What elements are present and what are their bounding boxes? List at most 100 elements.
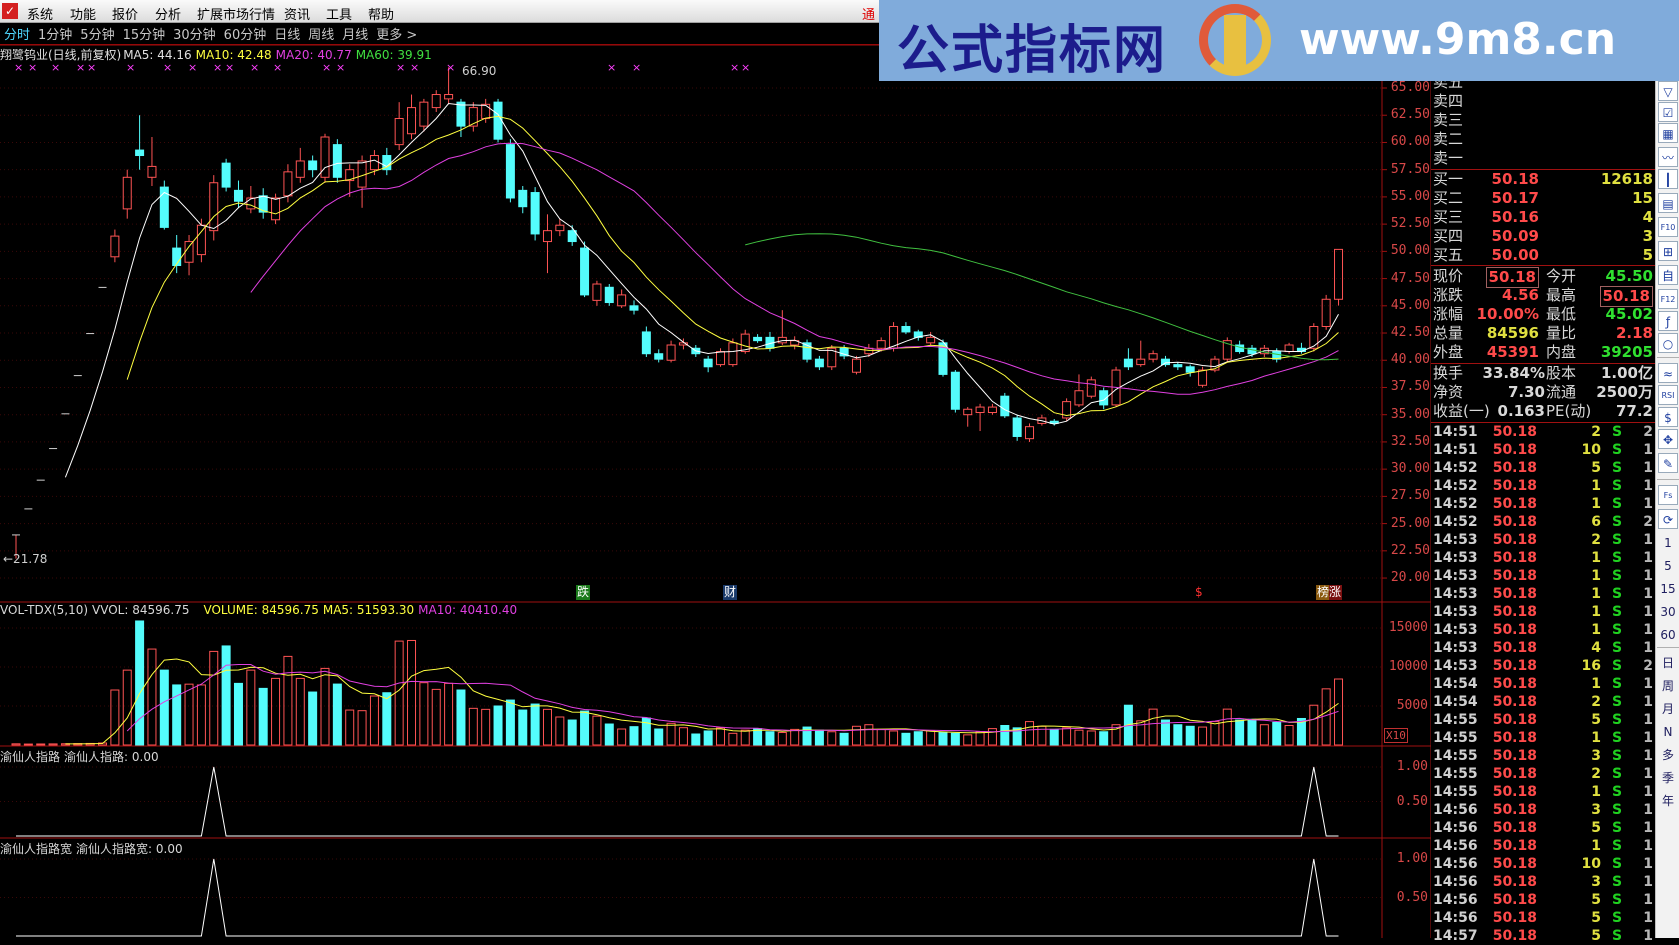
trade-row: 14:53 50.18 1 S 1 <box>1431 603 1655 621</box>
candle <box>184 235 194 276</box>
ask-row: 卖一 <box>1431 149 1655 168</box>
volume-indicator-name: VOL-TDX(5,10) <box>0 603 89 617</box>
price-tick-label: 22.50 <box>1390 542 1430 558</box>
toolbar-period-button[interactable]: 60 <box>1660 628 1676 642</box>
bid-volume: 4 <box>1642 208 1653 226</box>
volume-bar <box>110 689 120 746</box>
wave-icon[interactable]: ≈ <box>1658 363 1678 383</box>
trade-count: 2 <box>1643 514 1653 530</box>
marker-x-icon: × <box>741 61 751 74</box>
toolbar-period-button[interactable]: N <box>1663 725 1673 739</box>
toolbar-period-button[interactable]: 多 <box>1661 748 1674 762</box>
f10-icon[interactable]: F10 <box>1658 217 1678 237</box>
menu-item[interactable]: 帮助 <box>368 8 395 23</box>
volume-bar <box>11 743 21 746</box>
trade-side: S <box>1612 928 1623 944</box>
formula-icon[interactable]: ƒ <box>1658 311 1678 331</box>
quote-value: 39205 <box>1600 343 1653 361</box>
period-tab[interactable]: 60分钟 <box>223 28 267 43</box>
windows-icon[interactable]: ▤ <box>1658 193 1678 213</box>
toolbar-period-button[interactable]: 季 <box>1661 771 1674 785</box>
toolbar-period-button[interactable]: 15 <box>1660 582 1676 596</box>
period-tab[interactable]: 15分钟 <box>122 28 166 43</box>
volume-bar <box>1148 708 1158 746</box>
menu-item[interactable]: 功能 <box>70 8 97 23</box>
quote-label: 外盘 <box>1433 343 1464 361</box>
trade-time: 14:53 <box>1433 550 1478 566</box>
grid-icon[interactable]: ▦ <box>1658 123 1678 143</box>
notice-text[interactable]: 通 <box>862 8 876 23</box>
period-tab[interactable]: 30分钟 <box>173 28 216 43</box>
line-chart-icon[interactable]: 〰 <box>1658 147 1678 167</box>
arrow-down-icon[interactable]: ▽ <box>1658 81 1678 101</box>
candle <box>975 403 985 432</box>
volume-bar <box>567 719 577 746</box>
menu-item[interactable]: 扩展市场行情 <box>197 8 276 23</box>
volume-bar <box>827 731 837 746</box>
ma5-legend: MA5: 44.16 <box>123 48 192 62</box>
period-tab[interactable]: 5分钟 <box>80 28 115 43</box>
menu-item[interactable]: 系统 <box>27 8 54 23</box>
menu-item[interactable]: 分析 <box>155 8 182 23</box>
trade-row: 14:52 50.18 6 S 2 <box>1431 513 1655 531</box>
period-tab[interactable]: 日线 <box>274 28 301 43</box>
trade-side: S <box>1612 568 1623 584</box>
self-select-icon[interactable]: 自 <box>1658 265 1678 285</box>
fs-icon[interactable]: Fs <box>1658 485 1678 505</box>
candle <box>407 94 417 140</box>
trade-price: 50.18 <box>1492 478 1537 494</box>
trade-volume: 4 <box>1591 640 1601 656</box>
toolbar-period-button[interactable]: 30 <box>1660 605 1676 619</box>
price-tick-label: 40.00 <box>1390 352 1430 368</box>
menu-item[interactable]: 工具 <box>326 8 353 23</box>
volume-bar <box>740 729 750 746</box>
toolbar-period-button[interactable]: 月 <box>1661 702 1674 716</box>
candlestick-icon[interactable]: ┃ <box>1658 169 1678 189</box>
candle <box>629 300 639 315</box>
checklist-icon[interactable]: ☑ <box>1658 102 1678 122</box>
ask-row: 卖三 <box>1431 111 1655 130</box>
tree-icon[interactable]: ⊞ <box>1658 241 1678 261</box>
toolbar-period-button[interactable]: 周 <box>1661 679 1674 693</box>
volume-bar <box>332 683 342 746</box>
rsi-icon[interactable]: RSI <box>1658 385 1678 405</box>
pencil-icon[interactable]: ✎ <box>1658 453 1678 473</box>
move-icon[interactable]: ✥ <box>1658 429 1678 449</box>
toolbar-period-button[interactable]: 5 <box>1664 559 1672 573</box>
kline-chart[interactable] <box>0 0 1431 938</box>
volume-tick-label: 5000 <box>1396 698 1428 713</box>
volume-bar <box>36 743 46 746</box>
dollar-icon[interactable]: $ <box>1658 407 1678 427</box>
volume-bar <box>147 648 157 746</box>
toolbar-period-button[interactable]: 1 <box>1664 536 1672 550</box>
volume-bar <box>814 729 824 746</box>
refresh-icon[interactable]: ⟳ <box>1658 509 1678 529</box>
period-tab[interactable]: 更多 > <box>376 28 418 43</box>
quote-label: 量比 <box>1546 324 1577 342</box>
menu-item[interactable]: 资讯 <box>284 8 311 23</box>
price-tick-label: 27.50 <box>1390 488 1430 504</box>
f12-icon[interactable]: F12 <box>1658 289 1678 309</box>
trade-row: 14:53 50.18 1 S 1 <box>1431 567 1655 585</box>
price-tick-label: 52.50 <box>1390 216 1430 232</box>
menu-item[interactable]: 报价 <box>112 8 139 23</box>
candle <box>456 98 466 138</box>
period-tab[interactable]: 1分钟 <box>38 28 73 43</box>
ind1-tick-label: 1.00 <box>1396 759 1428 774</box>
circle-icon[interactable]: ○ <box>1658 333 1678 353</box>
ind2-value: 渝仙人指路宽: 0.00 <box>76 842 183 856</box>
trade-volume: 6 <box>1591 514 1601 530</box>
period-tab[interactable]: 分时 <box>4 28 31 43</box>
trade-side: S <box>1612 802 1623 818</box>
toolbar-period-button[interactable]: 日 <box>1661 656 1674 670</box>
quote-value: 50.18 <box>1485 267 1539 288</box>
trade-count: 1 <box>1643 712 1653 728</box>
volume-bar <box>468 707 478 746</box>
trade-side: S <box>1612 748 1623 764</box>
toolbar-period-button[interactable]: 年 <box>1661 794 1674 808</box>
candle <box>777 310 787 346</box>
period-tab[interactable]: 月线 <box>342 28 369 43</box>
period-tab[interactable]: 周线 <box>308 28 335 43</box>
volume-bar <box>1185 725 1195 746</box>
candle <box>258 188 268 219</box>
